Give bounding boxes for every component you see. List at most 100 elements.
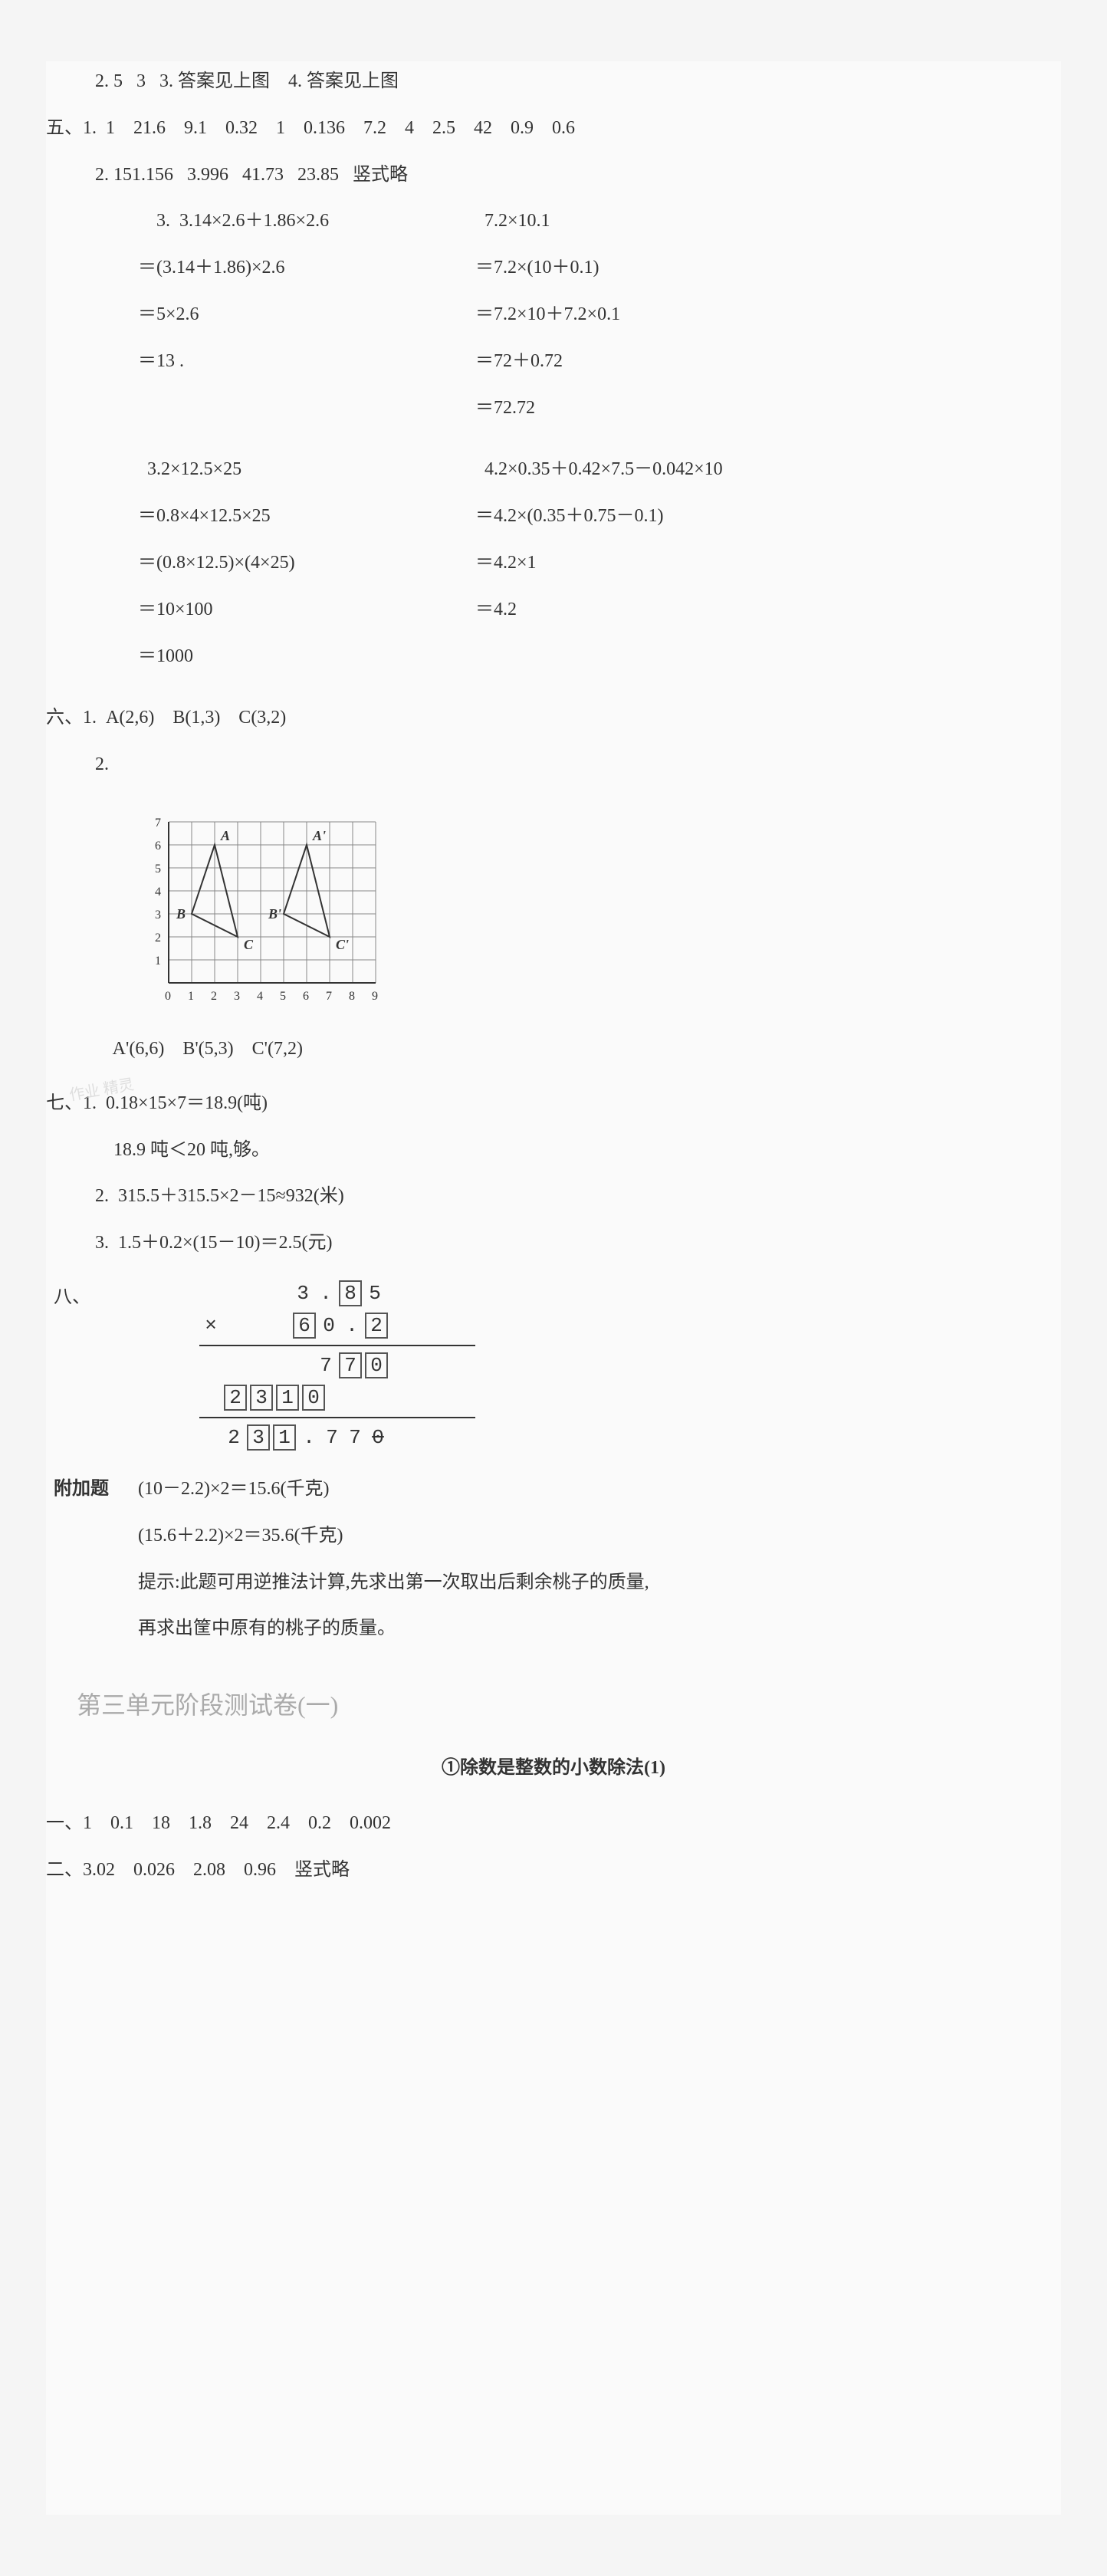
calc4-l1: 4.2×0.35＋0.42×7.5－0.042×10 xyxy=(475,449,723,490)
r2-b1: 6 xyxy=(293,1313,316,1339)
calc-row-9: ＝10×100 ＝4.2 xyxy=(46,590,1061,636)
mult-row5: 2 3 1 . 7 7 0 xyxy=(199,1421,475,1454)
section-5-line2: 2. 151.156 3.996 41.73 23.85 竖式略 xyxy=(46,155,1061,196)
calc-row-8: ＝(0.8×12.5)×(4×25) ＝4.2×1 xyxy=(46,543,1061,590)
calc4-l4: ＝4.2 xyxy=(475,590,517,630)
calc-row-7: ＝0.8×4×12.5×25 ＝4.2×(0.35＋0.75－0.1) xyxy=(46,496,1061,543)
r5-b1: 3 xyxy=(247,1424,270,1451)
calc4-l3: ＝4.2×1 xyxy=(475,543,537,583)
svg-text:7: 7 xyxy=(326,990,332,1003)
section-7-1a: 七、1. 0.18×15×7＝18.9(吨) xyxy=(46,1083,1061,1124)
svg-text:C: C xyxy=(244,937,254,952)
svg-text:3: 3 xyxy=(155,909,161,922)
svg-text:4: 4 xyxy=(257,990,263,1003)
calc-row-2: ＝(3.14＋1.86)×2.6 ＝7.2×(10＋0.1) xyxy=(46,248,1061,294)
svg-text:B: B xyxy=(176,906,186,922)
r2-d1: 0 xyxy=(317,1308,340,1344)
bonus-hint1: 提示:此题可用逆推法计算,先求出第一次取出后剩余桃子的质量, xyxy=(138,1562,649,1603)
section-8-label: 八、 xyxy=(46,1277,107,1454)
mult-row1: 3 . 8 5 xyxy=(199,1277,475,1309)
svg-text:3: 3 xyxy=(234,990,240,1003)
mult-row2: × 6 0 . 2 xyxy=(199,1309,475,1342)
r4-b4: 0 xyxy=(302,1385,325,1411)
r5-d1: 2 xyxy=(222,1420,245,1456)
svg-text:0: 0 xyxy=(165,990,171,1003)
r3-b2: 0 xyxy=(365,1352,388,1378)
calc2-l4: ＝72＋0.72 xyxy=(475,341,563,382)
calc3-l4: ＝10×100 xyxy=(138,590,445,630)
r1-d2: 5 xyxy=(363,1276,386,1312)
r3-b1: 7 xyxy=(339,1352,362,1378)
r2-dot: . xyxy=(340,1308,363,1344)
svg-text:6: 6 xyxy=(303,990,309,1003)
r5-dot: . xyxy=(297,1420,320,1456)
section-7-1b: 18.9 吨＜20 吨,够。 xyxy=(46,1130,1061,1171)
mult-hline1 xyxy=(199,1345,475,1346)
bonus-hint2: 再求出筐中原有的桃子的质量。 xyxy=(138,1608,649,1649)
r2-b2: 2 xyxy=(365,1313,388,1339)
section-7-3: 3. 1.5＋0.2×(15－10)＝2.5(元) xyxy=(46,1223,1061,1263)
sub-title: ①除数是整数的小数除法(1) xyxy=(46,1748,1061,1789)
svg-text:2: 2 xyxy=(155,932,161,945)
calc-row-1: 3. 3.14×2.6＋1.86×2.6 7.2×10.1 xyxy=(46,201,1061,248)
svg-text:B': B' xyxy=(268,906,281,922)
section-7-2: 2. 315.5＋315.5×2－15≈932(米) xyxy=(46,1176,1061,1217)
r1-b1: 8 xyxy=(339,1280,362,1306)
section-5-line1: 五、1. 1 21.6 9.1 0.32 1 0.136 7.2 4 2.5 4… xyxy=(46,108,1061,149)
calc-row-10: ＝1000 xyxy=(46,636,1061,683)
mult-row4: 2 3 1 0 xyxy=(199,1382,475,1414)
bonus-section: 附加题 (10－2.2)×2＝15.6(千克) (15.6＋2.2)×2＝35.… xyxy=(46,1469,1061,1655)
multiplication-work: 3 . 8 5 × 6 0 . 2 7 7 0 2 3 1 0 xyxy=(107,1277,475,1454)
r5-d2: 7 xyxy=(320,1420,343,1456)
svg-text:5: 5 xyxy=(280,990,286,1003)
r4-b1: 2 xyxy=(224,1385,247,1411)
calc1-l2: ＝(3.14＋1.86)×2.6 xyxy=(138,248,445,288)
sec5-3-label: 3. 3.14×2.6＋1.86×2.6 xyxy=(138,201,445,242)
coordinate-graph: 12345670123456789ABCA'B'C' xyxy=(46,791,1061,1014)
svg-text:1: 1 xyxy=(188,990,194,1003)
answer-page: 2. 5 3 3. 答案见上图 4. 答案见上图 五、1. 1 21.6 9.1… xyxy=(46,61,1061,2515)
calc2-l1: 7.2×10.1 xyxy=(475,201,550,242)
svg-text:4: 4 xyxy=(155,886,161,899)
svg-text:5: 5 xyxy=(155,863,161,876)
bonus-label: 附加题 xyxy=(46,1469,138,1655)
bonus-line2: (15.6＋2.2)×2＝35.6(千克) xyxy=(138,1516,649,1556)
section-6-line1: 六、1. A(2,6) B(1,3) C(3,2) xyxy=(46,698,1061,738)
r1-d1: 3 xyxy=(291,1276,314,1312)
calc3-l3: ＝(0.8×12.5)×(4×25) xyxy=(138,543,445,583)
r4-b3: 1 xyxy=(276,1385,299,1411)
calc-row-6: 3.2×12.5×25 4.2×0.35＋0.42×7.5－0.042×10 xyxy=(46,449,1061,496)
section-6-2-label: 2. xyxy=(46,744,1061,785)
calc2-l5: ＝72.72 xyxy=(475,388,535,429)
calc4-l2: ＝4.2×(0.35＋0.75－0.1) xyxy=(475,496,664,537)
svg-text:C': C' xyxy=(336,937,349,952)
r5-d4: 0 xyxy=(366,1420,389,1456)
calc3-l2: ＝0.8×4×12.5×25 xyxy=(138,496,445,537)
svg-text:9: 9 xyxy=(372,990,378,1003)
mult-hline2 xyxy=(199,1417,475,1418)
calc-row-5: ＝72.72 xyxy=(46,388,1061,435)
svg-text:A': A' xyxy=(312,828,326,843)
line-2: 2. 5 3 3. 答案见上图 4. 答案见上图 xyxy=(46,61,1061,102)
calc1-l4: ＝13 . xyxy=(138,341,445,382)
r3-d1: 7 xyxy=(314,1348,337,1384)
calc1-l1: 3.14×2.6＋1.86×2.6 xyxy=(170,211,329,231)
calc2-l2: ＝7.2×(10＋0.1) xyxy=(475,248,599,288)
section-6-coords: A'(6,6) B'(5,3) C'(7,2) xyxy=(46,1029,1061,1070)
mult-row3: 7 7 0 xyxy=(199,1349,475,1382)
section-8: 八、 3 . 8 5 × 6 0 . 2 7 7 0 2 3 1 xyxy=(46,1277,1061,1454)
calc2-l3: ＝7.2×10＋7.2×0.1 xyxy=(475,294,620,335)
svg-text:2: 2 xyxy=(211,990,217,1003)
calc1-l3: ＝5×2.6 xyxy=(138,294,445,335)
ans-line-2: 二、3.02 0.026 2.08 0.96 竖式略 xyxy=(46,1850,1061,1891)
r2-sym: × xyxy=(199,1308,222,1344)
r4-b2: 3 xyxy=(250,1385,273,1411)
calc3-l5: ＝1000 xyxy=(138,636,445,677)
svg-text:6: 6 xyxy=(155,840,161,853)
bonus-line1: (10－2.2)×2＝15.6(千克) xyxy=(138,1469,649,1510)
r1-dot: . xyxy=(314,1276,337,1312)
r5-d3: 7 xyxy=(343,1420,366,1456)
svg-text:1: 1 xyxy=(155,955,161,968)
calc3-l1: 3.2×12.5×25 xyxy=(138,449,445,490)
calc-row-3: ＝5×2.6 ＝7.2×10＋7.2×0.1 xyxy=(46,294,1061,341)
